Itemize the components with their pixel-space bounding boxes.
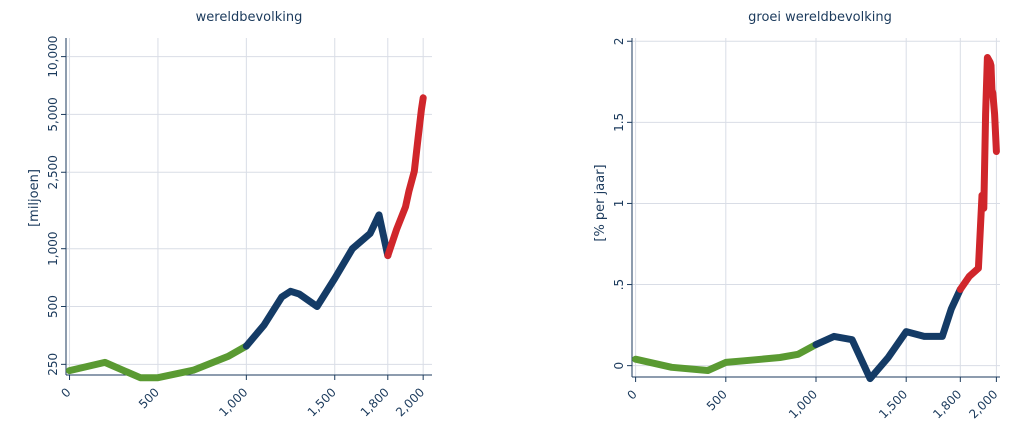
y-tick-label: 0 bbox=[612, 362, 626, 370]
y-tick-label: 10,000 bbox=[46, 36, 60, 78]
y-tick-label: 1.5 bbox=[612, 113, 626, 132]
x-tick-label: 500 bbox=[136, 385, 162, 411]
x-tick-label: 0 bbox=[624, 387, 639, 402]
series-lines bbox=[66, 94, 427, 382]
series-line-period-early bbox=[632, 341, 820, 374]
gridlines bbox=[66, 38, 432, 375]
y-tick-label: 2,500 bbox=[46, 155, 60, 189]
chart-title: groei wereldbevolking bbox=[748, 10, 892, 25]
x-tick-label: 2,000 bbox=[966, 387, 1000, 421]
y-axis-label: [miljoen] bbox=[27, 169, 42, 227]
x-tick-label: 1,800 bbox=[930, 387, 964, 421]
x-tick-label: 0 bbox=[58, 385, 73, 400]
series-lines bbox=[632, 54, 1000, 383]
chart-title: wereldbevolking bbox=[196, 10, 303, 25]
y-tick-label: .5 bbox=[612, 279, 626, 290]
x-tick-label: 1,500 bbox=[876, 387, 910, 421]
series-line-period-middle bbox=[242, 211, 392, 350]
x-tick-label: 1,800 bbox=[358, 385, 392, 419]
x-tick-label: 1,000 bbox=[786, 387, 820, 421]
chart-population-growth: groei wereldbevolking [% per jaar] 0 500 1… bbox=[593, 10, 1001, 421]
series-line-period-early bbox=[66, 342, 250, 382]
y-tick-label: 1,000 bbox=[46, 232, 60, 266]
y-tick-label: 1 bbox=[612, 200, 626, 208]
series-line-period-middle bbox=[812, 285, 964, 383]
series-line-period-modern bbox=[384, 94, 427, 260]
y-axis-label: [% per jaar] bbox=[593, 164, 608, 241]
y-tick-label: 250 bbox=[46, 353, 60, 376]
gridlines bbox=[632, 38, 1000, 377]
x-tick-label: 1,500 bbox=[305, 385, 339, 419]
y-tick-label: 5,000 bbox=[46, 97, 60, 131]
chart-world-population: wereldbevolking [miljoen] 0 500 1,000 1,500… bbox=[27, 10, 432, 419]
y-tick-label: 2 bbox=[612, 37, 626, 45]
x-tick-label: 1,000 bbox=[216, 385, 250, 419]
x-tick-label: 2,000 bbox=[393, 385, 427, 419]
y-tick-label: 500 bbox=[46, 295, 60, 318]
x-tick-label: 500 bbox=[704, 387, 730, 413]
series-line-period-modern bbox=[956, 54, 1000, 293]
